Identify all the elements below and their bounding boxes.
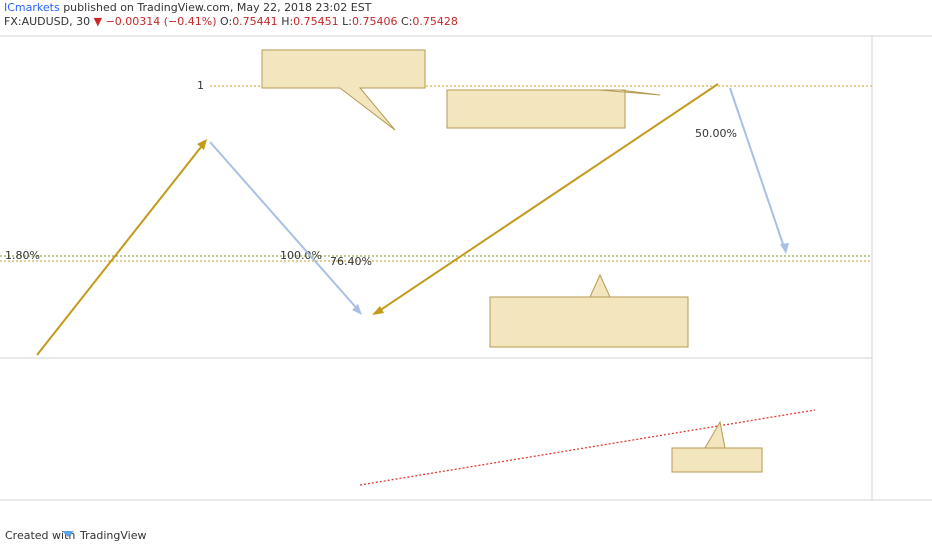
footer-created: Created with bbox=[5, 529, 75, 542]
trend-arrow bbox=[729, 87, 786, 251]
ohlc-value: 0.75441 bbox=[232, 15, 278, 28]
trend-arrow bbox=[375, 83, 719, 314]
rsi-trendline bbox=[359, 409, 816, 486]
ohlc-key: H: bbox=[281, 15, 293, 28]
fib-label: 1 bbox=[197, 79, 204, 92]
trend-arrow bbox=[209, 141, 361, 313]
ohlc-value: 0.75451 bbox=[293, 15, 339, 28]
ohlc-key: O: bbox=[220, 15, 232, 28]
callout-box bbox=[446, 89, 661, 129]
footer-brand[interactable]: TradingView bbox=[79, 529, 146, 542]
tv-logo bbox=[62, 531, 74, 537]
callout-box bbox=[671, 420, 763, 473]
arrow-head bbox=[780, 243, 789, 254]
symbol: FX:AUDUSD, 30 bbox=[4, 15, 90, 28]
ohlc-value: 0.75406 bbox=[352, 15, 398, 28]
arrow-head bbox=[197, 139, 207, 150]
header-line2: FX:AUDUSD, 30 ▼ −0.00314 (−0.41%) O:0.75… bbox=[4, 15, 458, 28]
ohlc-key: C: bbox=[401, 15, 412, 28]
published: published on TradingView.com, May 22, 20… bbox=[63, 1, 371, 14]
fib-label: 76.40% bbox=[330, 255, 372, 268]
callout-box bbox=[489, 273, 689, 348]
fib-label: 50.00% bbox=[695, 127, 737, 140]
arrow-head bbox=[352, 304, 362, 315]
fib-label: 1.80% bbox=[5, 249, 40, 262]
ohlc-value: 0.75428 bbox=[412, 15, 458, 28]
change: ▼ −0.00314 (−0.41%) bbox=[94, 15, 217, 28]
ohlc-key: L: bbox=[342, 15, 352, 28]
trend-arrow bbox=[36, 141, 206, 356]
fib-label: 100.0% bbox=[280, 249, 322, 262]
publisher[interactable]: ICmarkets bbox=[4, 1, 60, 14]
callout-box bbox=[261, 49, 426, 131]
header-line1: ICmarkets published on TradingView.com, … bbox=[4, 1, 372, 14]
arrow-head bbox=[372, 306, 384, 315]
